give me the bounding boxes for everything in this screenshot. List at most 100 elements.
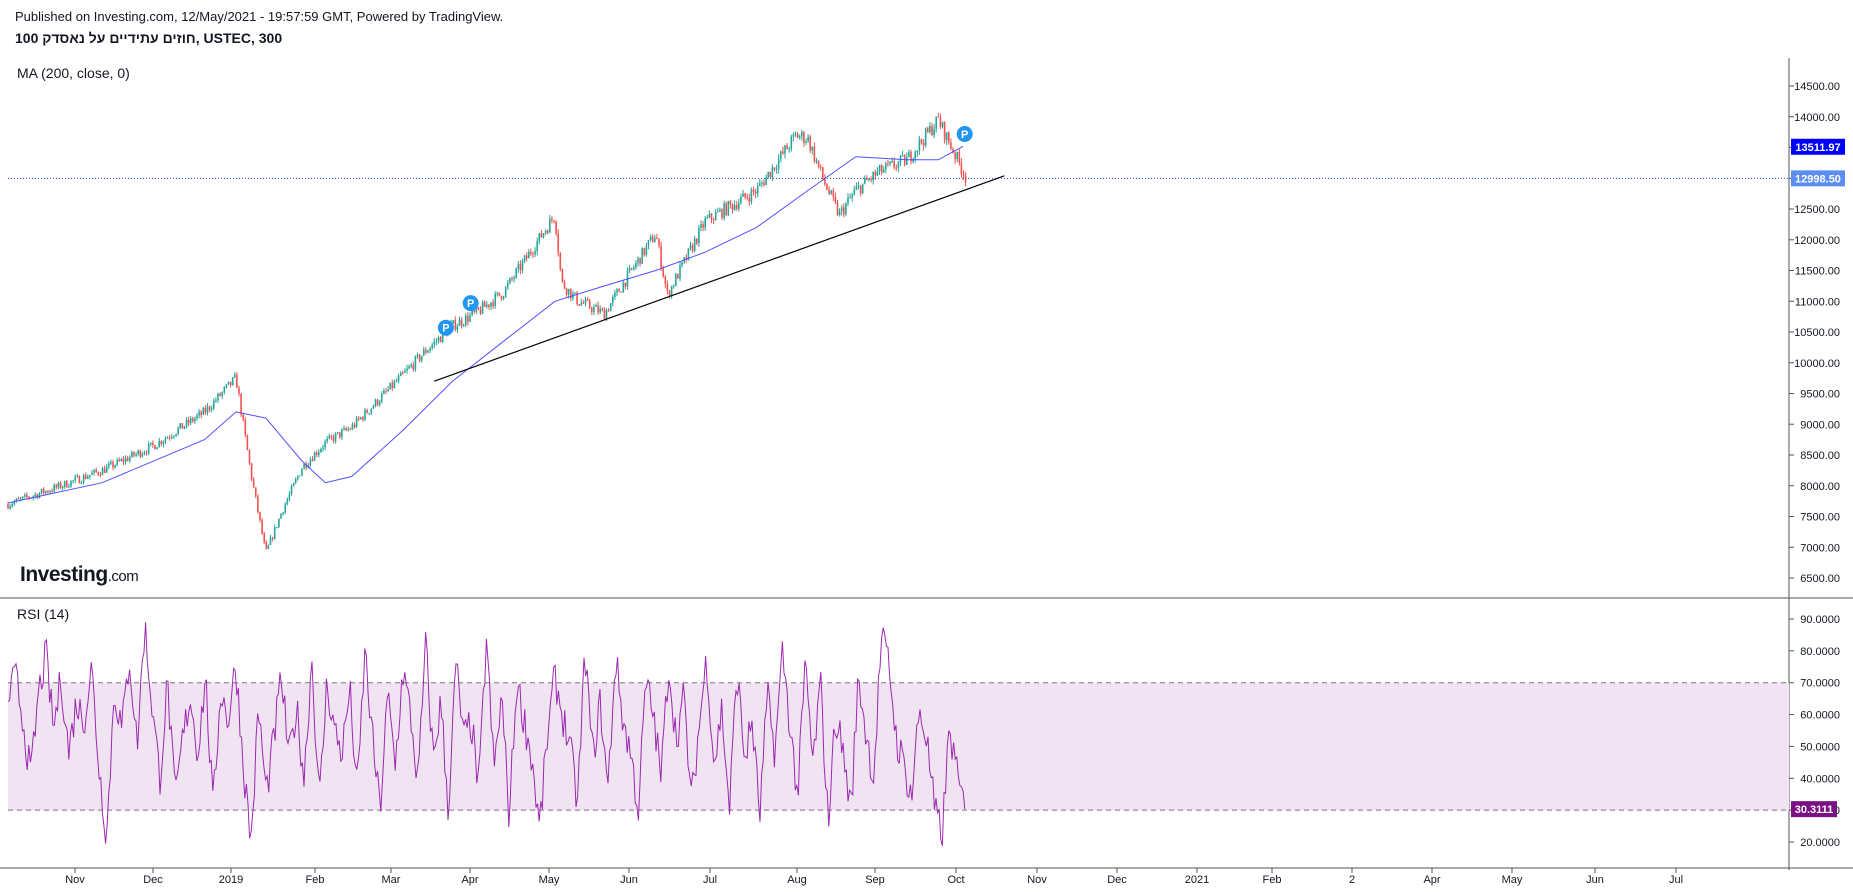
candle-body: [416, 354, 419, 357]
candle-body: [752, 189, 755, 192]
candle-body: [345, 428, 347, 430]
candle-body: [792, 134, 795, 137]
candle-body: [240, 393, 242, 415]
time-tick-label: Aug: [787, 874, 807, 886]
candle-body: [164, 438, 167, 442]
candle-body: [460, 319, 463, 326]
candle-body: [897, 162, 900, 168]
candle-body: [771, 167, 774, 178]
candle-body: [147, 444, 150, 454]
candle-body: [372, 406, 375, 409]
candle-body: [832, 190, 835, 197]
candle-body: [878, 165, 881, 172]
candle-body: [171, 437, 173, 439]
candle-body: [82, 475, 85, 483]
candle-body: [225, 384, 228, 388]
candle-body: [570, 288, 572, 299]
candle-body: [198, 411, 200, 416]
candle-body: [588, 300, 591, 309]
time-tick-label: Jul: [703, 874, 717, 886]
candle-body: [387, 389, 389, 392]
candle-body: [828, 189, 830, 194]
candle-body: [221, 392, 223, 396]
candle-body: [471, 310, 473, 316]
time-tick-label: Apr: [1423, 874, 1440, 886]
price-axis-badge: [1791, 170, 1845, 187]
candle-body: [603, 309, 606, 320]
candle-body: [15, 498, 18, 502]
candle-body: [885, 163, 887, 170]
time-tick-label: Sep: [865, 874, 885, 886]
candle-body: [536, 241, 538, 252]
candle-body: [406, 368, 408, 371]
candle-body: [689, 245, 692, 249]
candle-body: [89, 475, 91, 477]
pivot-marker: [437, 319, 454, 336]
candle-body: [265, 542, 268, 549]
candle-body: [874, 172, 877, 176]
candle-body: [845, 203, 847, 215]
candle-body: [614, 292, 616, 298]
candle-body: [740, 196, 742, 203]
candle-body: [681, 262, 683, 266]
time-tick-label: May: [1502, 874, 1523, 886]
candle-body: [525, 255, 528, 259]
candle-body: [920, 139, 923, 143]
candle-body: [523, 255, 526, 262]
price-axis-badge-label: 13511.97: [1795, 142, 1840, 154]
candle-body: [297, 476, 299, 480]
candle-body: [483, 302, 486, 307]
candle-body: [964, 175, 967, 183]
candle-body: [91, 472, 93, 476]
candle-body: [830, 190, 832, 194]
candle-body: [761, 182, 763, 184]
candle-body: [311, 459, 314, 461]
candle-body: [42, 489, 45, 494]
candle-body: [114, 465, 116, 468]
candle-body: [931, 125, 933, 136]
candle-body: [179, 423, 181, 429]
candle-body: [706, 217, 709, 219]
candle-body: [901, 155, 904, 157]
candle-body: [513, 277, 515, 279]
candle-body: [187, 419, 190, 424]
candle-body: [948, 132, 950, 143]
candle-body: [647, 240, 650, 246]
candle-body: [586, 299, 589, 301]
price-tick-label: 8000.00: [1800, 481, 1840, 493]
price-tick-label: 7000.00: [1800, 542, 1840, 554]
candle-body: [521, 261, 524, 271]
pivot-marker-label: P: [442, 323, 449, 335]
candle-body: [876, 171, 879, 176]
candle-body: [639, 257, 641, 264]
candle-body: [889, 161, 891, 164]
candle-body: [486, 304, 488, 307]
candle-body: [549, 218, 551, 233]
candle-body: [765, 176, 767, 186]
price-tick-label: 14000.00: [1794, 112, 1840, 124]
candle-body: [496, 292, 499, 294]
candle-body: [754, 191, 757, 194]
candle-body: [836, 202, 839, 215]
time-tick-label: Nov: [1027, 874, 1047, 886]
rsi-band-fill: [8, 682, 1789, 811]
symbol-title: 100 חוזים עתידיים על נאסדק, USTEC, 300: [15, 30, 283, 46]
candle-body: [803, 132, 805, 143]
candle-body: [534, 251, 536, 255]
candle-body: [103, 468, 106, 473]
candle-body: [509, 278, 511, 284]
candle-body: [735, 204, 738, 209]
candle-body: [196, 415, 198, 419]
candle-body: [929, 125, 931, 132]
candle-body: [183, 426, 186, 429]
candle-body: [517, 264, 520, 269]
candle-body: [7, 504, 9, 509]
candle-body: [559, 252, 562, 270]
candle-body: [78, 475, 81, 484]
candle-body: [303, 463, 305, 469]
price-tick-label: 11500.00: [1795, 266, 1840, 278]
candle-body: [59, 482, 62, 489]
candle-body: [322, 447, 324, 450]
candle-body: [605, 310, 608, 320]
